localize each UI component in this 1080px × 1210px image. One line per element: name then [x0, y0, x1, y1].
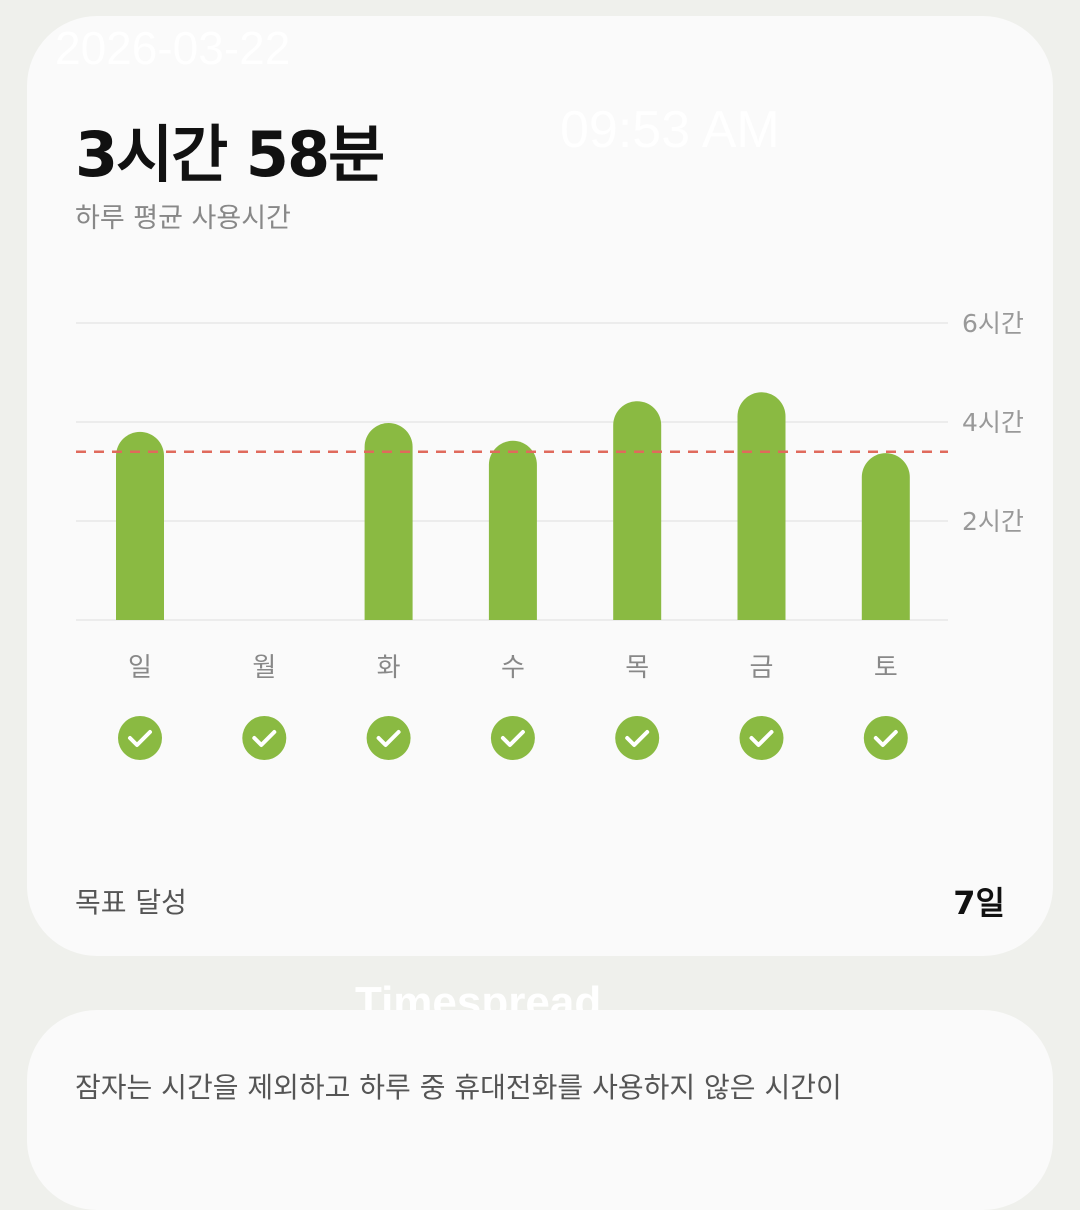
watermark-time: 09:53 AM [560, 101, 780, 159]
average-usage-label: 하루 평균 사용시간 [75, 203, 291, 234]
bar-3 [488, 440, 537, 620]
check-circle-icon [242, 716, 287, 760]
bar-4 [613, 401, 662, 620]
check-circle-icon [118, 716, 162, 760]
check-icon [128, 730, 152, 747]
check-circle-icon [366, 716, 411, 760]
check-icon [873, 730, 898, 747]
x-tick-label: 화 [377, 653, 401, 683]
x-tick-label: 토 [874, 653, 898, 683]
y-tick-label: 6시간 [962, 309, 1024, 338]
bar-6 [861, 453, 910, 620]
bar-2 [364, 422, 413, 620]
check-icon [252, 730, 277, 747]
check-icon [625, 730, 650, 747]
watermark-date: 2026-03-22 [55, 22, 291, 74]
x-tick-label: 목 [625, 653, 649, 683]
check-circle-icon [490, 716, 535, 760]
check-circle-icon [615, 716, 660, 760]
goal-achieved-value: 7일 [953, 884, 1005, 922]
goal-achieved-label: 목표 달성 [75, 886, 187, 919]
check-icon [749, 730, 774, 747]
x-tick-label: 월 [252, 653, 276, 683]
check-icon [376, 730, 401, 747]
x-tick-label: 수 [501, 653, 525, 683]
check-icon [500, 730, 525, 747]
bar-0 [116, 431, 164, 620]
check-circle-icon [863, 716, 908, 760]
y-tick-label: 2시간 [962, 507, 1024, 536]
average-usage-value: 3시간 58분 [75, 118, 385, 191]
info-text: 잠자는 시간을 제외하고 하루 중 휴대전화를 사용하지 않은 시간이 [75, 1071, 842, 1104]
info-card: 잠자는 시간을 제외하고 하루 중 휴대전화를 사용하지 않은 시간이 [27, 1010, 1053, 1210]
check-circle-icon [739, 716, 784, 760]
bar-5 [737, 392, 786, 620]
x-tick-label: 금 [750, 653, 774, 683]
x-tick-label: 일 [128, 653, 152, 683]
y-tick-label: 4시간 [962, 408, 1024, 437]
